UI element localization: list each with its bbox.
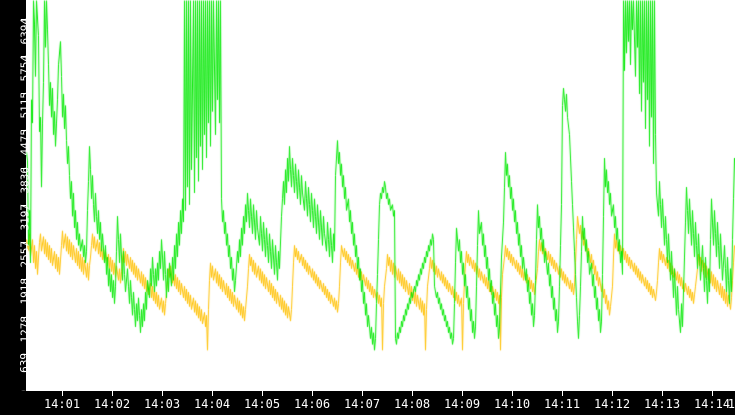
x-tick-label: 14:11 [543,397,581,411]
x-tick-mark [412,391,413,396]
y-tick-mark [21,55,26,57]
y-tick-label: 1918 [18,278,31,305]
y-tick-label: 5754 [18,54,31,82]
y-tick-label: 3197 [18,203,31,231]
x-tick-mark [212,391,213,396]
x-tick-label: 14:03 [143,397,181,411]
x-tick-label: 14:05 [243,397,281,411]
x-tick-mark [112,391,113,396]
x-tick-mark [712,391,713,396]
x-tick-mark [562,391,563,396]
x-tick-label: 14:12 [593,397,631,411]
x-tick-label: 14:07 [343,397,381,411]
x-axis: 14:01 14:02 14:03 14:04 14:05 14:06 14:07 14:08… [0,391,735,415]
x-tick-label: 14:13 [643,397,681,411]
y-tick-mark [21,353,26,355]
y-tick-label: 6394 [18,17,31,45]
y-tick-mark [21,167,26,169]
y-tick-mark [21,316,26,318]
x-tick-mark [362,391,363,396]
x-tick-label: 14:10 [493,397,531,411]
plot-area [26,0,735,391]
y-tick-label: 2557 [18,241,31,268]
x-tick-mark [62,391,63,396]
y-tick-mark [21,242,26,244]
x-tick-mark [262,391,263,396]
y-tick-label: 4475 [18,129,31,156]
y-tick-mark [21,130,26,132]
x-axis-left-block [0,391,26,415]
y-tick-label: 3836 [18,166,31,194]
y-tick-label: 5115 [18,92,31,119]
y-tick-mark [21,204,26,206]
y-tick-label: 639 [18,352,31,373]
y-axis: 0639127819182557319738364475511557546394 [0,0,31,397]
x-tick-mark [512,391,513,396]
x-tick-label: 14:14 [693,397,731,411]
x-tick-mark [662,391,663,396]
x-tick-label: 14:01 [43,397,81,411]
x-tick-label: 14 [727,397,735,411]
y-tick-mark [21,279,26,281]
x-tick-label: 14:04 [193,397,231,411]
x-tick-label: 14:09 [443,397,481,411]
x-tick-label: 14:08 [393,397,431,411]
series-canvas [26,0,735,391]
x-tick-mark [612,391,613,396]
x-tick-mark [312,391,313,396]
y-tick-label: 1278 [18,315,31,343]
y-tick-mark [21,18,26,20]
x-tick-label: 14:02 [93,397,131,411]
x-tick-mark [162,391,163,396]
x-tick-label: 14:06 [293,397,331,411]
x-tick-mark [462,391,463,396]
y-tick-mark [21,93,26,95]
